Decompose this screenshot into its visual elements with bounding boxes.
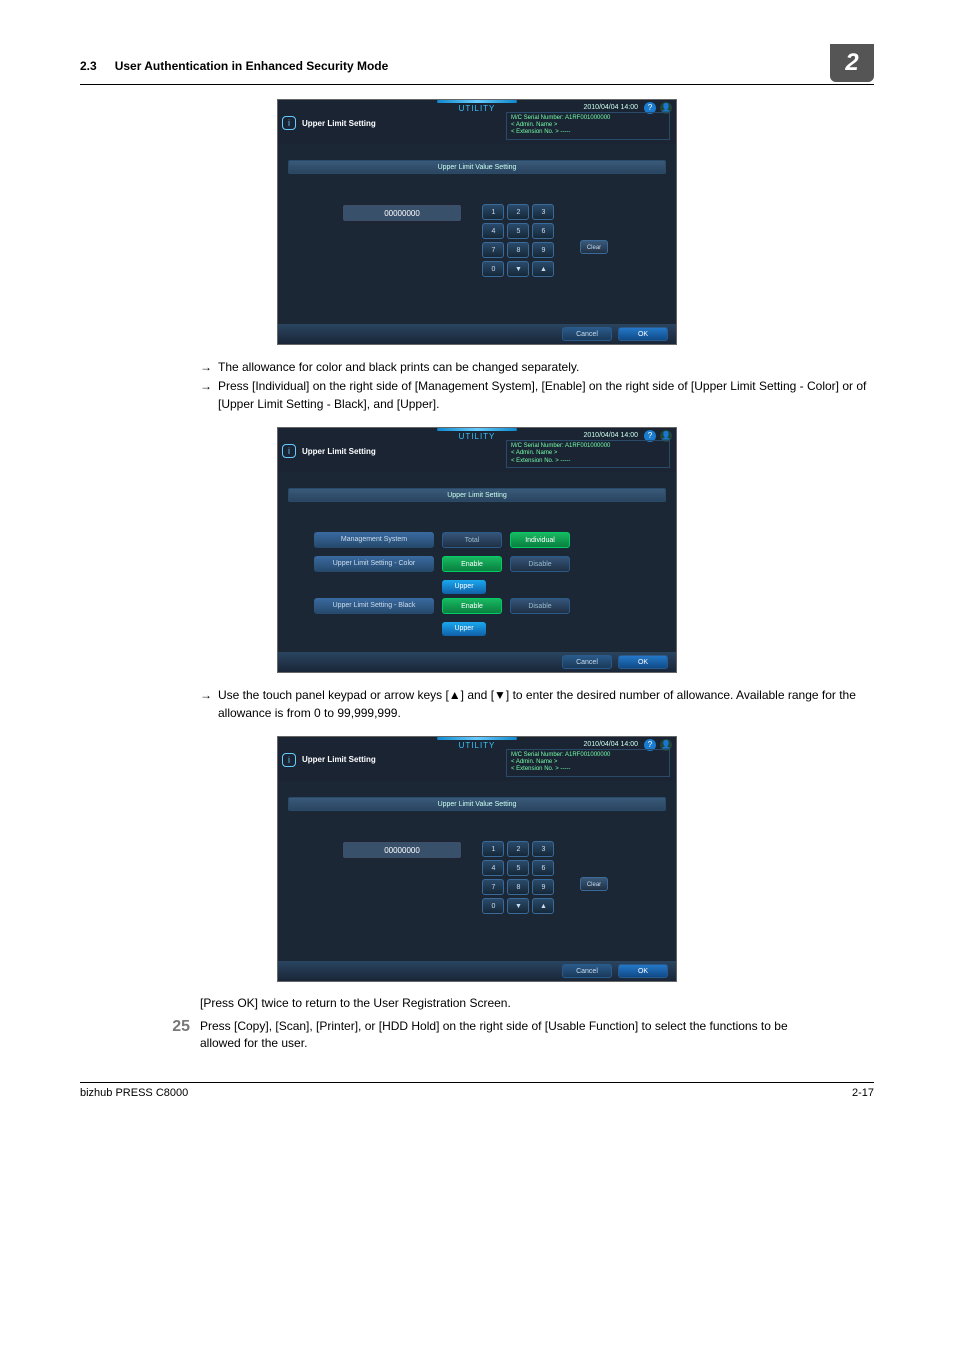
disable-color-button[interactable]: Disable xyxy=(510,556,570,572)
keypad-up-icon[interactable]: ▲ xyxy=(532,261,554,277)
datetime: 2010/04/04 14:00 xyxy=(584,741,639,748)
meta-serial: M/C Serial Number: A1RF001000000 xyxy=(511,443,665,450)
ok-button[interactable]: OK xyxy=(618,327,668,341)
screen-title: Upper Limit Setting xyxy=(302,755,376,764)
meta-admin: < Admin. Name > xyxy=(511,450,665,457)
section-title: User Authentication in Enhanced Security… xyxy=(115,59,830,73)
step-text: Press [Copy], [Scan], [Printer], or [HDD… xyxy=(200,1018,794,1052)
meta-serial: M/C Serial Number: A1RF001000000 xyxy=(511,752,665,759)
section-strip: Upper Limit Setting xyxy=(288,488,666,502)
keypad-8[interactable]: 8 xyxy=(507,879,529,895)
keypad-6[interactable]: 6 xyxy=(532,860,554,876)
arrow-icon: → xyxy=(200,359,218,376)
machine-meta: M/C Serial Number: A1RF001000000 < Admin… xyxy=(506,112,670,140)
enable-black-button[interactable]: Enable xyxy=(442,598,502,614)
meta-serial: M/C Serial Number: A1RF001000000 xyxy=(511,115,665,122)
keypad-down-icon[interactable]: ▼ xyxy=(507,261,529,277)
individual-button[interactable]: Individual xyxy=(510,532,570,548)
screen-title: Upper Limit Setting xyxy=(302,119,376,128)
page-footer: bizhub PRESS C8000 2-17 xyxy=(80,1082,874,1099)
keypad-7[interactable]: 7 xyxy=(482,242,504,258)
press-ok-note: [Press OK] twice to return to the User R… xyxy=(200,996,754,1010)
screenshot-upper-limit-value-2: UTILITY 2010/04/04 14:00 ? 👤 i Upper Lim… xyxy=(277,736,677,982)
info-icon: i xyxy=(282,753,296,767)
bullet-list-2: →Use the touch panel keypad or arrow key… xyxy=(200,687,874,722)
bullet-2: Press [Individual] on the right side of … xyxy=(218,378,874,413)
screenshot-upper-limit-setting: UTILITY 2010/04/04 14:00 ? 👤 i Upper Lim… xyxy=(277,427,677,673)
ok-button[interactable]: OK xyxy=(618,964,668,978)
cancel-button[interactable]: Cancel xyxy=(562,655,612,669)
bullet-list: →The allowance for color and black print… xyxy=(200,359,874,413)
cancel-button[interactable]: Cancel xyxy=(562,327,612,341)
meta-ext: < Extension No. > ----- xyxy=(511,766,665,773)
keypad-2[interactable]: 2 xyxy=(507,841,529,857)
datetime: 2010/04/04 14:00 xyxy=(584,432,639,439)
keypad-5[interactable]: 5 xyxy=(507,223,529,239)
value-display: 00000000 xyxy=(342,841,462,859)
upper-limit-color-label: Upper Limit Setting - Color xyxy=(314,556,434,572)
section-strip: Upper Limit Value Setting xyxy=(288,797,666,811)
meta-admin: < Admin. Name > xyxy=(511,759,665,766)
upper-color-button[interactable]: Upper xyxy=(442,580,486,594)
disable-black-button[interactable]: Disable xyxy=(510,598,570,614)
keypad-4[interactable]: 4 xyxy=(482,860,504,876)
keypad-8[interactable]: 8 xyxy=(507,242,529,258)
utility-label: UTILITY xyxy=(459,432,496,441)
keypad-7[interactable]: 7 xyxy=(482,879,504,895)
keypad-5[interactable]: 5 xyxy=(507,860,529,876)
step-number: 25 xyxy=(160,1018,200,1052)
utility-label: UTILITY xyxy=(459,741,496,750)
footer-left: bizhub PRESS C8000 xyxy=(80,1087,188,1099)
machine-meta: M/C Serial Number: A1RF001000000 < Admin… xyxy=(506,440,670,468)
keypad-9[interactable]: 9 xyxy=(532,242,554,258)
management-system-label: Management System xyxy=(314,532,434,548)
screenshot-upper-limit-value-1: UTILITY 2010/04/04 14:00 ? 👤 i Upper Lim… xyxy=(277,99,677,345)
machine-meta: M/C Serial Number: A1RF001000000 < Admin… xyxy=(506,749,670,777)
keypad-up-icon[interactable]: ▲ xyxy=(532,898,554,914)
upper-black-button[interactable]: Upper xyxy=(442,622,486,636)
keypad-3[interactable]: 3 xyxy=(532,841,554,857)
meta-admin: < Admin. Name > xyxy=(511,122,665,129)
keypad-down-icon[interactable]: ▼ xyxy=(507,898,529,914)
keypad-0[interactable]: 0 xyxy=(482,898,504,914)
footer-right: 2-17 xyxy=(852,1087,874,1099)
keypad-3[interactable]: 3 xyxy=(532,204,554,220)
keypad: 1 2 3 4 5 6 7 8 9 0 ▼ ▲ xyxy=(482,204,554,277)
keypad-2[interactable]: 2 xyxy=(507,204,529,220)
keypad-0[interactable]: 0 xyxy=(482,261,504,277)
section-number: 2.3 xyxy=(80,59,97,73)
enable-color-button[interactable]: Enable xyxy=(442,556,502,572)
keypad-6[interactable]: 6 xyxy=(532,223,554,239)
value-display: 00000000 xyxy=(342,204,462,222)
screen-title: Upper Limit Setting xyxy=(302,447,376,456)
meta-ext: < Extension No. > ----- xyxy=(511,458,665,465)
clear-button[interactable]: Clear xyxy=(580,240,608,254)
bullet-3: Use the touch panel keypad or arrow keys… xyxy=(218,687,874,722)
clear-button[interactable]: Clear xyxy=(580,877,608,891)
keypad-1[interactable]: 1 xyxy=(482,204,504,220)
arrow-icon: → xyxy=(200,378,218,413)
chapter-badge: 2 xyxy=(830,44,874,82)
keypad-4[interactable]: 4 xyxy=(482,223,504,239)
step-25: 25 Press [Copy], [Scan], [Printer], or [… xyxy=(160,1018,794,1052)
meta-ext: < Extension No. > ----- xyxy=(511,129,665,136)
arrow-icon: → xyxy=(200,687,218,722)
keypad: 1 2 3 4 5 6 7 8 9 0 ▼ ▲ xyxy=(482,841,554,914)
keypad-1[interactable]: 1 xyxy=(482,841,504,857)
ok-button[interactable]: OK xyxy=(618,655,668,669)
keypad-9[interactable]: 9 xyxy=(532,879,554,895)
info-icon: i xyxy=(282,116,296,130)
utility-label: UTILITY xyxy=(459,104,496,113)
section-strip: Upper Limit Value Setting xyxy=(288,160,666,174)
bullet-1: The allowance for color and black prints… xyxy=(218,359,874,376)
page-header: 2.3 User Authentication in Enhanced Secu… xyxy=(80,50,874,85)
info-icon: i xyxy=(282,444,296,458)
upper-limit-black-label: Upper Limit Setting - Black xyxy=(314,598,434,614)
cancel-button[interactable]: Cancel xyxy=(562,964,612,978)
total-button[interactable]: Total xyxy=(442,532,502,548)
datetime: 2010/04/04 14:00 xyxy=(584,104,639,111)
